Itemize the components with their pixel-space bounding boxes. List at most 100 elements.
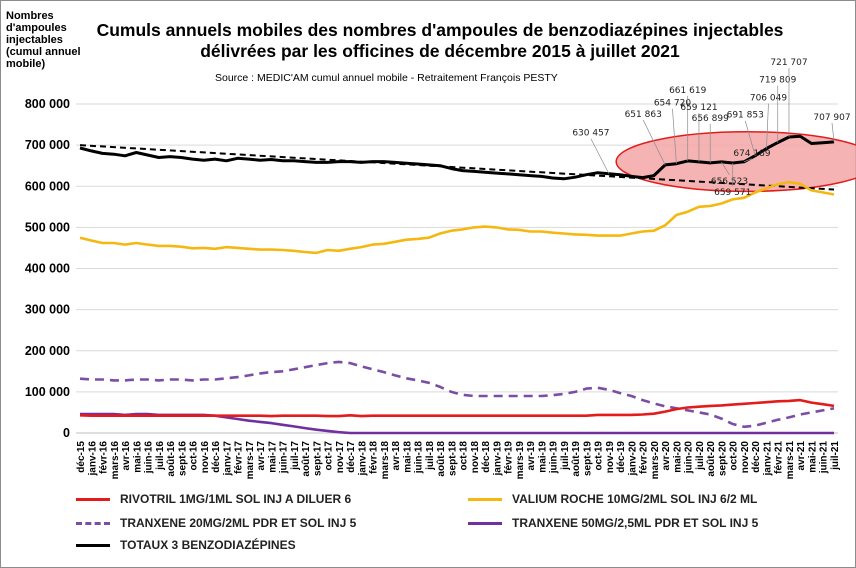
x-tick-label: févr-20 bbox=[639, 441, 650, 474]
x-tick-label: août-18 bbox=[436, 441, 447, 477]
annotation-leader bbox=[721, 161, 730, 176]
x-tick-label: févr-21 bbox=[774, 441, 785, 474]
legend-label-totaux: TOTAUX 3 BENZODIAZÉPINES bbox=[120, 538, 296, 552]
x-tick-label: août-17 bbox=[301, 441, 312, 477]
x-tick-label: oct-20 bbox=[729, 441, 740, 471]
legend-swatch-tranxene-50 bbox=[468, 521, 502, 525]
x-tick-label: août-16 bbox=[166, 441, 177, 477]
x-tick-label: nov-18 bbox=[470, 441, 481, 474]
x-tick-label: août-20 bbox=[706, 441, 717, 477]
x-tick-label: sept-18 bbox=[447, 441, 458, 476]
x-tick-label: juin-21 bbox=[819, 441, 830, 475]
series-line-4 bbox=[79, 134, 835, 181]
legend-item-valium: VALIUM ROCHE 10MG/2ML SOL INJ 6/2 ML bbox=[468, 492, 757, 506]
y-axis-label: Nombres d'ampoules injectables (cumul an… bbox=[6, 10, 81, 70]
annotation-leader bbox=[642, 119, 666, 166]
series-line-1 bbox=[79, 180, 835, 255]
x-tick-label: juin-18 bbox=[414, 441, 425, 475]
y-tick-label: 200 000 bbox=[25, 344, 70, 358]
x-tick-label: oct-18 bbox=[459, 441, 470, 471]
x-tick-label: juin-20 bbox=[684, 441, 695, 475]
x-tick-label: sept-20 bbox=[717, 441, 728, 476]
trend-line bbox=[79, 144, 835, 191]
legend-label-tranxene-20: TRANXENE 20MG/2ML PDR ET SOL INJ 5 bbox=[120, 516, 357, 530]
x-tick-label: oct-17 bbox=[324, 441, 335, 471]
chart-source: Source : MEDIC'AM cumul annuel mobile - … bbox=[215, 72, 558, 84]
annotation-label: 719 809 bbox=[759, 76, 796, 86]
y-tick-label: 100 000 bbox=[25, 385, 70, 399]
x-tick-label: déc-15 bbox=[76, 441, 87, 473]
chart-title: Cumuls annuels mobiles des nombres d'amp… bbox=[96, 20, 784, 61]
annotation-label: 661 619 bbox=[669, 86, 706, 96]
annotation-leader bbox=[743, 158, 753, 163]
annotation-label: 654 720 bbox=[654, 99, 691, 109]
annotation-leader bbox=[766, 103, 769, 149]
x-tick-label: juil-17 bbox=[290, 441, 301, 471]
x-tick-label: oct-19 bbox=[594, 441, 605, 471]
x-tick-label: janv-21 bbox=[762, 441, 773, 477]
annotation-label: 721 707 bbox=[770, 58, 807, 68]
legend-swatch-valium bbox=[468, 497, 502, 501]
legend-item-tranxene-20: TRANXENE 20MG/2ML PDR ET SOL INJ 5 bbox=[76, 516, 356, 530]
x-tick-label: juin-19 bbox=[549, 441, 560, 475]
x-tick-label: déc-17 bbox=[346, 441, 357, 473]
x-tick-label: déc-18 bbox=[481, 441, 492, 473]
x-tick-label: juin-17 bbox=[279, 441, 290, 475]
x-tick-label: avr-21 bbox=[796, 441, 807, 471]
legend-item-rivotril: RIVOTRIL 1MG/1ML SOL INJ A DILUER 6 bbox=[76, 492, 351, 506]
annotation-label: 674 189 bbox=[733, 149, 770, 159]
y-tick-label: 500 000 bbox=[25, 220, 70, 234]
x-tick-label: déc-20 bbox=[751, 441, 762, 473]
x-tick-label: mars-20 bbox=[650, 441, 661, 480]
annotation-label: 630 457 bbox=[572, 129, 609, 139]
x-tick-label: avr-19 bbox=[526, 441, 537, 471]
x-tick-label: févr-18 bbox=[369, 441, 380, 474]
y-tick-label: 600 000 bbox=[25, 179, 70, 193]
annotation-leader bbox=[744, 120, 756, 156]
y-tick-label: 700 000 bbox=[25, 138, 70, 152]
annotation-label: 707 907 bbox=[813, 113, 850, 123]
x-tick-label: mars-19 bbox=[515, 441, 526, 480]
x-tick-label: oct-16 bbox=[189, 441, 200, 471]
x-tick-label: juil-16 bbox=[155, 441, 166, 471]
annotation-label: 656 899 bbox=[692, 114, 729, 124]
x-tick-label: mai-16 bbox=[132, 441, 143, 473]
x-tick-label: mai-19 bbox=[537, 441, 548, 473]
x-tick-label: août-19 bbox=[571, 441, 582, 477]
annotation-label: 706 049 bbox=[750, 93, 787, 103]
x-tick-label: janv-16 bbox=[87, 441, 98, 477]
x-tick-label: mai-21 bbox=[807, 441, 818, 473]
x-tick-label: nov-17 bbox=[335, 441, 346, 474]
x-tick-label: nov-20 bbox=[740, 441, 751, 474]
x-tick-label: mars-21 bbox=[785, 441, 796, 480]
legend-swatch-rivotril bbox=[76, 497, 110, 501]
series-line-0 bbox=[79, 398, 835, 418]
x-tick-label: sept-19 bbox=[582, 441, 593, 476]
x-tick-label: mars-17 bbox=[245, 441, 256, 480]
x-tick-label: janv-19 bbox=[492, 441, 503, 477]
legend-item-tranxene-50: TRANXENE 50MG/2,5ML PDR ET SOL INJ 5 bbox=[468, 516, 758, 530]
x-tick-label: nov-16 bbox=[200, 441, 211, 474]
legend-label-valium: VALIUM ROCHE 10MG/2ML SOL INJ 6/2 ML bbox=[512, 492, 758, 506]
annotation-leader bbox=[672, 108, 677, 164]
x-tick-label: sept-16 bbox=[177, 441, 188, 476]
y-tick-label: 400 000 bbox=[25, 262, 70, 276]
x-tick-label: avr-16 bbox=[121, 441, 132, 471]
annotation-label: 691 853 bbox=[727, 111, 764, 121]
x-tick-label: mai-18 bbox=[402, 441, 413, 473]
x-tick-label: sept-17 bbox=[312, 441, 323, 476]
annotation-label: 656 523 bbox=[711, 177, 748, 187]
x-tick-label: avr-18 bbox=[391, 441, 402, 471]
legend-item-totaux: TOTAUX 3 BENZODIAZÉPINES bbox=[76, 538, 296, 552]
x-tick-label: janv-20 bbox=[627, 441, 638, 477]
x-tick-label: mai-17 bbox=[267, 441, 278, 473]
y-tick-label: 800 000 bbox=[25, 97, 70, 111]
x-tick-label: déc-19 bbox=[616, 441, 627, 473]
y-tick-label: 0 bbox=[63, 426, 70, 440]
x-tick-label: juin-16 bbox=[144, 441, 155, 475]
x-tick-label: déc-16 bbox=[211, 441, 222, 473]
x-tick-label: janv-17 bbox=[222, 441, 233, 477]
x-tick-label: avr-20 bbox=[661, 441, 672, 471]
legend-label-tranxene-50: TRANXENE 50MG/2,5ML PDR ET SOL INJ 5 bbox=[512, 516, 759, 530]
